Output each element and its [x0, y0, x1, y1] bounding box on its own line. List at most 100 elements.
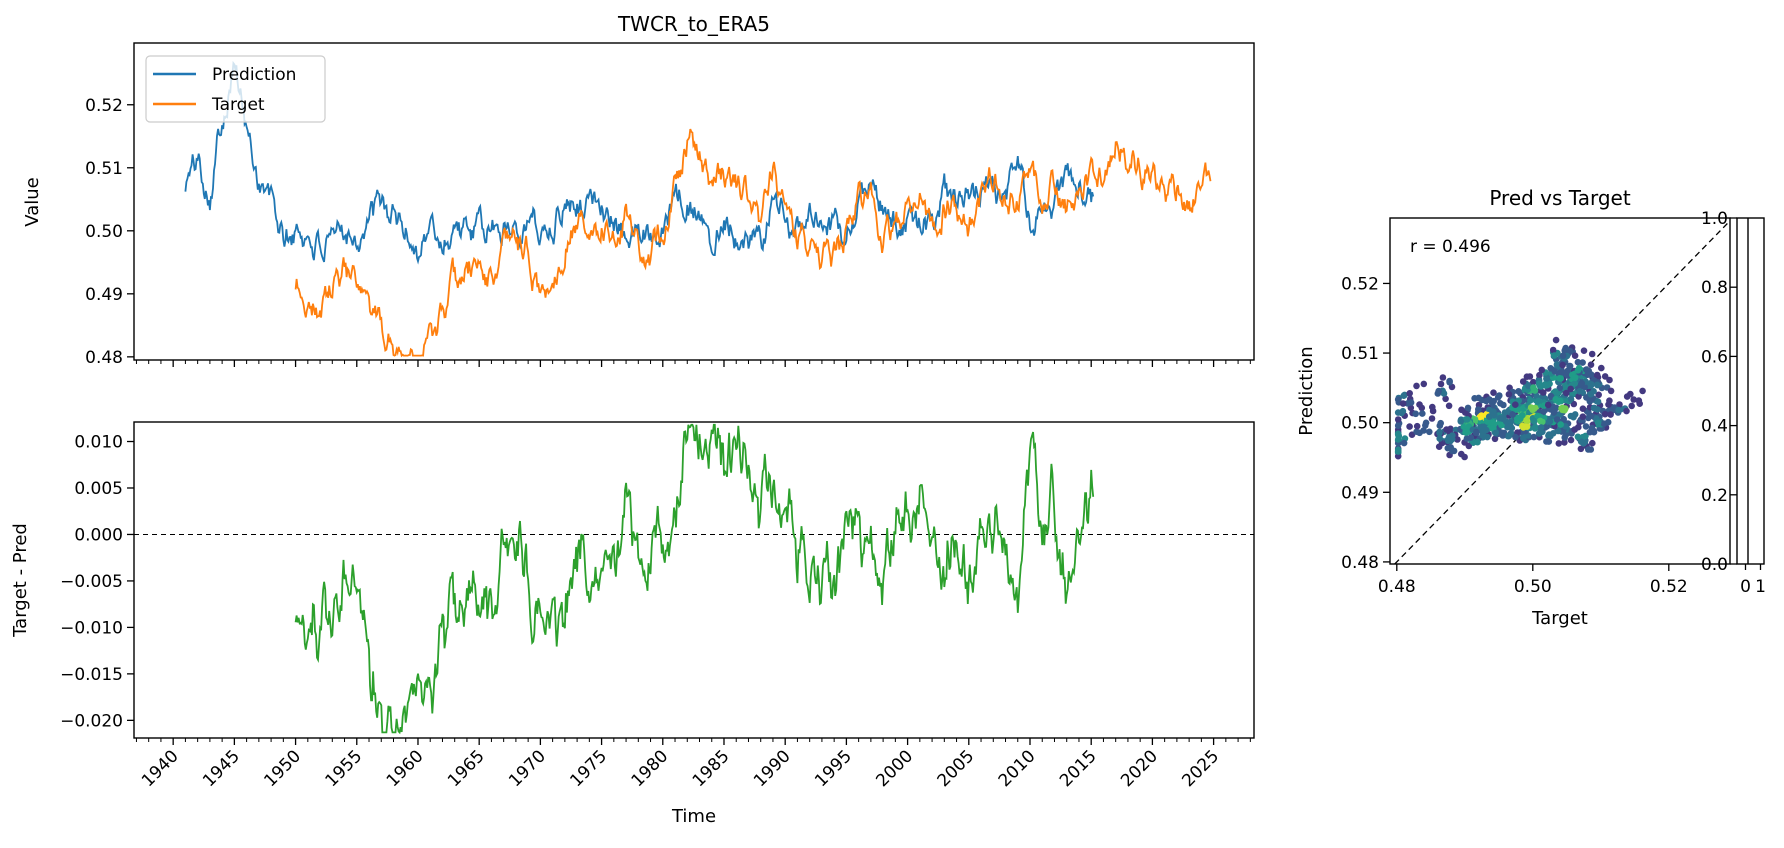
- scatter-point: [1420, 380, 1428, 388]
- x-tick-label-year: 2020: [1117, 746, 1162, 791]
- scatter-point: [1429, 403, 1436, 411]
- scatter-point: [1574, 433, 1582, 441]
- scatter-point: [1552, 388, 1559, 395]
- scatter-point: [1394, 446, 1402, 454]
- scatter-point: [1435, 443, 1443, 451]
- scatter-point: [1562, 344, 1569, 352]
- x-tick-label-year: 2015: [1056, 746, 1101, 791]
- timeseries-axes-frame: [133, 42, 1255, 361]
- target-line: [294, 128, 1212, 358]
- scatter-point: [1531, 425, 1539, 432]
- scatter-point: [1549, 430, 1557, 437]
- scatter-point: [1570, 413, 1577, 421]
- scatter-point: [1461, 453, 1468, 461]
- y-tick-label-value: 0.52: [85, 96, 123, 116]
- scatter-point: [1478, 412, 1485, 419]
- scatter-point: [1574, 358, 1582, 366]
- colorbar-x-tick-label: 0: [1740, 577, 1751, 597]
- scatter-point: [1523, 417, 1530, 424]
- scatter-ylabel: Prediction: [1296, 346, 1317, 435]
- scatter-point: [1604, 418, 1612, 426]
- scatter-point: [1594, 398, 1602, 405]
- scatter-point: [1623, 407, 1630, 415]
- scatter-point: [1570, 400, 1578, 408]
- scatter-point: [1540, 389, 1547, 396]
- scatter-point: [1577, 445, 1585, 453]
- scatter-point: [1556, 375, 1563, 382]
- scatter-point: [1505, 391, 1513, 398]
- scatter-point: [1536, 371, 1543, 379]
- scatter-point: [1588, 424, 1596, 432]
- scatter-point: [1519, 405, 1527, 413]
- colorbar-frame: [1736, 217, 1765, 565]
- scatter-point: [1394, 409, 1402, 416]
- x-tick-label-year: 1955: [322, 746, 367, 791]
- x-tick-label-target: 0.48: [1378, 577, 1416, 597]
- scatter-point: [1579, 413, 1587, 421]
- scatter-point: [1530, 433, 1538, 441]
- y-tick-label-value: 0.50: [85, 222, 123, 242]
- legend-box: [145, 55, 326, 123]
- scatter-point: [1566, 362, 1574, 370]
- scatter-point: [1561, 439, 1568, 446]
- scatter-point: [1394, 416, 1402, 423]
- scatter-point: [1515, 388, 1522, 395]
- scatter-point: [1523, 373, 1531, 381]
- scatter-point: [1598, 364, 1605, 372]
- legend-target-label: Target: [211, 95, 265, 115]
- scatter-point: [1563, 389, 1570, 397]
- scatter-point: [1575, 393, 1582, 400]
- scatter-point: [1490, 389, 1497, 397]
- scatter-point: [1595, 391, 1602, 399]
- y-tick-label-diff: 0.005: [74, 479, 123, 499]
- scatter-point: [1559, 361, 1566, 369]
- scatter-point: [1462, 428, 1469, 435]
- timeseries-ylabel: Value: [22, 177, 43, 226]
- scatter-point: [1571, 426, 1578, 433]
- scatter-point: [1615, 406, 1622, 414]
- scatter-point: [1534, 412, 1541, 420]
- colorbar-y-tick-label: 0.4: [1701, 417, 1728, 437]
- scatter-point: [1436, 435, 1443, 442]
- scatter-point: [1492, 429, 1499, 437]
- scatter-point: [1561, 434, 1568, 441]
- correlation-annotation: r = 0.496: [1410, 237, 1491, 257]
- scatter-point: [1606, 376, 1613, 384]
- scatter-point: [1512, 401, 1519, 409]
- scatter-point: [1588, 350, 1596, 358]
- y-tick-label-diff: −0.015: [60, 665, 123, 685]
- scatter-point: [1527, 404, 1535, 411]
- scatter-point: [1509, 411, 1516, 418]
- y-tick-label-diff: −0.020: [60, 711, 123, 731]
- scatter-point: [1556, 384, 1564, 392]
- scatter-point: [1546, 418, 1554, 425]
- scatter-point: [1563, 370, 1571, 378]
- scatter-point: [1583, 366, 1590, 373]
- y-tick-label-prediction: 0.49: [1341, 483, 1379, 503]
- scatter-point: [1571, 374, 1579, 382]
- difference-line: [294, 423, 1095, 735]
- scatter-point: [1504, 423, 1511, 431]
- scatter-point: [1491, 435, 1499, 443]
- scatter-point: [1520, 435, 1527, 442]
- scatter-point: [1473, 428, 1480, 436]
- scatter-point: [1589, 439, 1596, 447]
- scatter-point: [1628, 402, 1635, 410]
- scatter-point: [1422, 419, 1430, 427]
- scatter-point: [1394, 430, 1402, 438]
- colorbar-y-tick-label: 1.0: [1701, 209, 1728, 229]
- y-tick-label-value: 0.49: [85, 285, 123, 305]
- generated-chart-layer: 1940 1945 1950 1955 1960 1965 1970 1975 1980 1985…: [60, 42, 1766, 791]
- scatter-point: [1576, 388, 1583, 395]
- scatter-point: [1440, 390, 1448, 397]
- scatter-point: [1557, 421, 1564, 428]
- scatter-point: [1444, 444, 1452, 452]
- scatter-point: [1544, 401, 1552, 409]
- scatter-point: [1579, 405, 1587, 413]
- x-tick-label-year: 1975: [566, 746, 611, 791]
- scatter-point: [1519, 378, 1527, 385]
- scatter-point: [1623, 393, 1631, 400]
- scatter-title: Pred vs Target: [1489, 186, 1630, 210]
- scatter-point: [1553, 416, 1561, 423]
- x-tick-label-year: 2005: [934, 746, 979, 791]
